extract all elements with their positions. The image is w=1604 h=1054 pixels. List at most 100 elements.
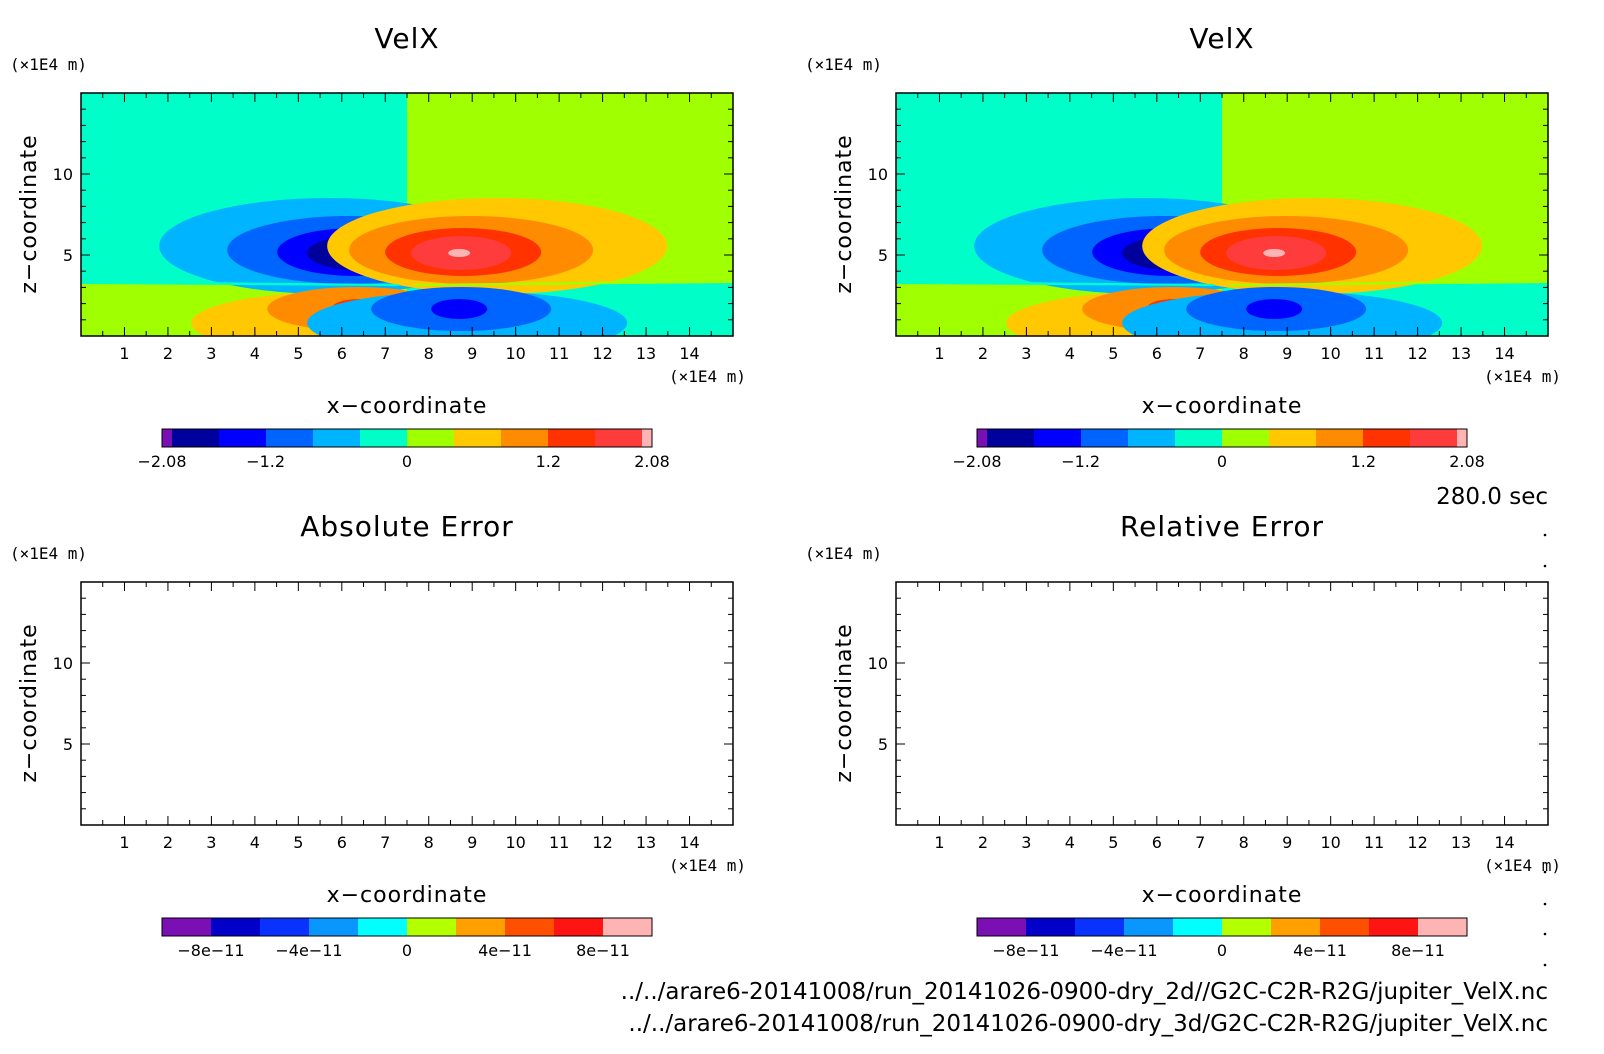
y-axis-label: z−coordinate: [17, 134, 42, 293]
panel-title-velx-left: VelX: [374, 22, 439, 55]
x-tick-label: 7: [1195, 833, 1205, 852]
colorbar-cell: [1173, 918, 1222, 936]
tick-marks: [81, 582, 733, 825]
colorbar-tick-label: −8e−11: [992, 941, 1059, 960]
x-tick-label: 13: [636, 344, 656, 363]
zero-band-right: [415, 280, 733, 286]
colorbar-cell: [505, 918, 554, 936]
x-tick-label: 6: [1152, 344, 1162, 363]
x-axis-label: x−coordinate: [327, 883, 488, 908]
colorbar-cell: [266, 429, 313, 447]
x-axis-label: x−coordinate: [327, 394, 488, 419]
colorbar: −2.08 −1.2 0 1.2 2.08: [137, 428, 670, 471]
x-tick-label: 6: [337, 344, 347, 363]
y-tick-label: 5: [63, 246, 73, 265]
x-tick-label: 12: [592, 833, 612, 852]
y-axis-label: z−coordinate: [832, 623, 857, 782]
y-unit-label: (×1E4 m): [10, 544, 87, 563]
colorbar-cell: [1320, 918, 1369, 936]
colorbar-cell: [1271, 918, 1320, 936]
colorbar-tick-label: 8e−11: [576, 941, 630, 960]
colorbar-tick-label: −4e−11: [275, 941, 342, 960]
colorbar-frame: [976, 917, 1468, 937]
colorbar-cell: [1269, 429, 1316, 447]
tick-marks: [81, 93, 733, 336]
x-tick-label: 10: [505, 344, 525, 363]
y-axis-label: z−coordinate: [832, 134, 857, 293]
y-unit-label: (×1E4 m): [805, 544, 882, 563]
colorbar-cell: [1369, 918, 1418, 936]
colorbar-cell: [603, 918, 652, 936]
x-tick-label: 5: [1108, 833, 1118, 852]
colorbar-tick-label: 2.08: [634, 452, 670, 471]
y-tick-label: 5: [63, 735, 73, 754]
x-tick-label: 1: [934, 833, 944, 852]
colorbar-frame: [161, 917, 653, 937]
tick-marks: [896, 93, 1548, 336]
zero-band-left: [81, 281, 399, 286]
colorbar-cell: [642, 429, 652, 447]
colorbar-cell: [1124, 918, 1173, 936]
x-unit-label: (×1E4 m): [669, 367, 746, 386]
contour-negative-lower-2: [431, 299, 488, 319]
x-tick-label: 8: [1239, 833, 1249, 852]
y-tick-label: 5: [878, 735, 888, 754]
x-tick-label: 4: [250, 833, 260, 852]
x-tick-label: 12: [1407, 344, 1427, 363]
colorbar-cell: [313, 429, 360, 447]
y-tick-label: 10: [868, 654, 888, 673]
x-tick-label: 1: [934, 344, 944, 363]
x-tick-label: 7: [380, 344, 390, 363]
colorbar-cell: [1363, 429, 1410, 447]
colorbar-tick-label: −8e−11: [177, 941, 244, 960]
colorbar-frame: [161, 428, 653, 448]
plot-frame: [80, 581, 734, 826]
colorbar-cell: [554, 918, 603, 936]
y-unit-label: (×1E4 m): [805, 55, 882, 74]
x-unit-label: (×1E4 m): [669, 856, 746, 875]
colorbar-cell: [1175, 429, 1222, 447]
x-tick-label: 1: [119, 833, 129, 852]
file-path-3d: ../../arare6-20141008/run_20141026-0900-…: [628, 1011, 1548, 1037]
colorbar-tick-label: 4e−11: [1293, 941, 1347, 960]
x-axis-label: x−coordinate: [1142, 883, 1303, 908]
y-tick-label: 10: [53, 654, 73, 673]
colorbar-tick-label: 1.2: [536, 452, 561, 471]
x-tick-label: 8: [424, 833, 434, 852]
velx-field: [896, 93, 1548, 336]
x-tick-label: 2: [978, 344, 988, 363]
colorbar-cell: [1457, 429, 1467, 447]
x-tick-label: 11: [1364, 833, 1384, 852]
x-tick-label: 5: [293, 344, 303, 363]
tick-marks: [896, 582, 1548, 825]
x-tick-label: 4: [250, 344, 260, 363]
panel-title-absolute-error: Absolute Error: [300, 510, 514, 543]
colorbar-cell: [987, 429, 1034, 447]
colorbar-cell: [172, 429, 219, 447]
colorbar-cell: [1081, 429, 1128, 447]
x-tick-label: 2: [978, 833, 988, 852]
x-tick-label: 7: [1195, 344, 1205, 363]
contour-positive-upper-4: [1263, 249, 1286, 257]
x-tick-label: 8: [1239, 344, 1249, 363]
colorbar-cell: [211, 918, 260, 936]
colorbar-cell: [1222, 918, 1271, 936]
x-tick-label: 12: [1407, 833, 1427, 852]
colorbar-cell: [548, 429, 595, 447]
colorbar-tick-label: 0: [1217, 452, 1227, 471]
colorbar-cell: [260, 918, 309, 936]
x-tick-label: 4: [1065, 833, 1075, 852]
colorbar: −8e−11 −4e−11 0 4e−11 8e−11: [161, 917, 653, 960]
colorbar-cell: [358, 918, 407, 936]
time-label: 280.0 sec: [1436, 484, 1548, 510]
colorbar-tick-label: −2.08: [952, 452, 1001, 471]
x-tick-label: 11: [549, 833, 569, 852]
colorbar-cell: [1316, 429, 1363, 447]
colorbar-cell: [407, 918, 456, 936]
contour-positive-upper-4: [448, 249, 471, 257]
x-tick-label: 2: [163, 833, 173, 852]
x-tick-label: 10: [1320, 833, 1340, 852]
